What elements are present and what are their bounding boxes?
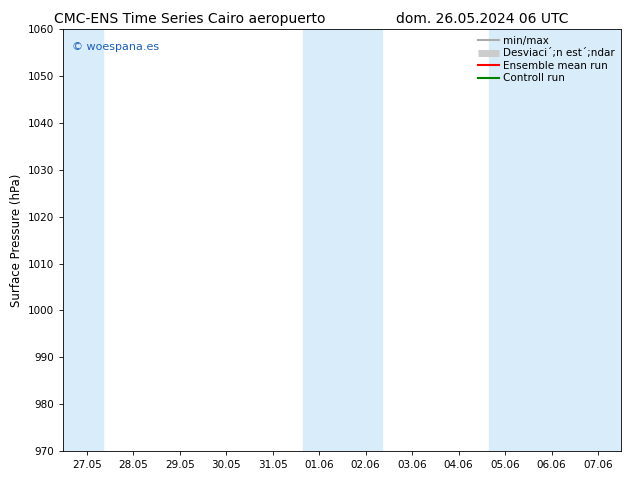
Text: © woespana.es: © woespana.es: [72, 42, 159, 52]
Text: CMC-ENS Time Series Cairo aeropuerto: CMC-ENS Time Series Cairo aeropuerto: [55, 12, 326, 26]
Bar: [63, 29, 103, 451]
Legend: min/max, Desviaci´;n est´;ndar, Ensemble mean run, Controll run: min/max, Desviaci´;n est´;ndar, Ensemble…: [474, 31, 619, 88]
Bar: [489, 29, 621, 451]
Text: dom. 26.05.2024 06 UTC: dom. 26.05.2024 06 UTC: [396, 12, 568, 26]
Bar: [303, 29, 382, 451]
Y-axis label: Surface Pressure (hPa): Surface Pressure (hPa): [10, 173, 23, 307]
